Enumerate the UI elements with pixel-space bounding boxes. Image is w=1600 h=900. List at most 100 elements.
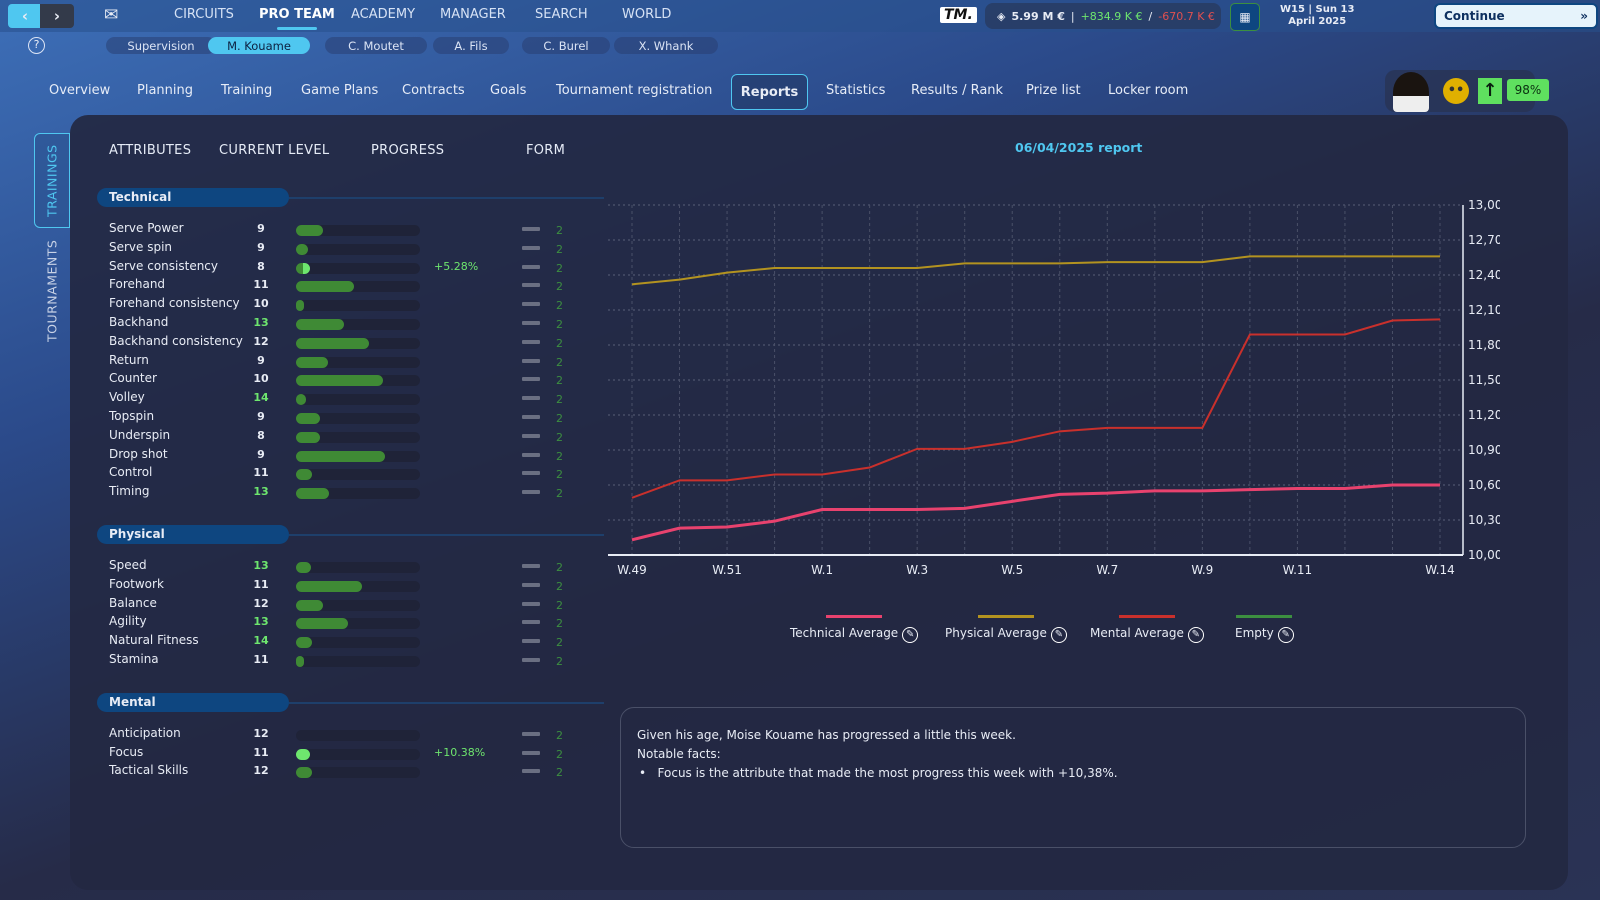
progress-bar	[296, 729, 420, 741]
legend-swatch	[1118, 615, 1175, 618]
edit-pencil-icon[interactable]: ✎	[1187, 627, 1204, 643]
form-value: 2	[556, 224, 563, 237]
tab-reports[interactable]: Reports	[731, 74, 808, 110]
attribute-name: Topspin	[109, 409, 155, 423]
attribute-name: Backhand	[109, 315, 169, 329]
form-value: 2	[556, 766, 563, 780]
section-divider	[289, 197, 604, 199]
attribute-name: Agility	[109, 614, 147, 629]
section-divider	[289, 534, 604, 536]
attribute-row: Forehand consistency 10 2	[109, 296, 569, 314]
legend-swatch	[1236, 615, 1293, 618]
progress-bar-fill	[296, 375, 383, 387]
form-trend-icon	[522, 245, 540, 250]
player-tab[interactable]: M. Kouame	[208, 37, 310, 54]
nav-world[interactable]: WORLD	[622, 7, 672, 22]
attribute-row: Footwork 11 2	[109, 577, 569, 595]
form-trend-icon	[522, 658, 540, 662]
nav-pro-team[interactable]: PRO TEAM	[259, 7, 335, 30]
edit-pencil-icon[interactable]: ✎	[1050, 627, 1067, 643]
tab-tournaments[interactable]: TOURNAMENTS	[44, 239, 60, 343]
series-line-technical-average	[631, 483, 1440, 542]
legend-label-row: Physical Average ✎	[945, 626, 1067, 643]
player-status: •• ↑ 98%	[1385, 70, 1549, 112]
form-trend-icon	[522, 283, 540, 288]
form-trend-icon	[522, 377, 540, 382]
tab-game-plans[interactable]: Game Plans	[301, 83, 379, 98]
nav-manager[interactable]: MANAGER	[440, 7, 506, 22]
progress-bar-fill	[296, 767, 313, 779]
attribute-level: 9	[257, 240, 265, 254]
edit-pencil-icon[interactable]: ✎	[1277, 627, 1294, 643]
mail-icon[interactable]: ✉	[104, 5, 119, 25]
tab-planning[interactable]: Planning	[137, 83, 193, 98]
continue-button[interactable]: Continue»	[1434, 3, 1598, 29]
tab-goals[interactable]: Goals	[490, 83, 527, 98]
x-tick-label: W.51	[712, 563, 742, 577]
attribute-row: Timing 13 2	[109, 484, 569, 502]
legend-item[interactable]: Physical Average ✎	[945, 615, 1067, 643]
form-trend-icon	[522, 490, 540, 495]
player-tab[interactable]: X. Whank	[614, 37, 718, 54]
progress-bar	[296, 656, 420, 667]
progress-bar	[296, 599, 420, 611]
form-trend-icon	[522, 339, 540, 344]
x-tick-label: W.49	[617, 563, 647, 577]
column-attributes: ATTRIBUTES	[109, 143, 192, 158]
attribute-level: 12	[253, 764, 269, 778]
tab-locker-room[interactable]: Locker room	[1108, 83, 1189, 98]
tab-training[interactable]: Training	[221, 83, 273, 98]
tab-statistics[interactable]: Statistics	[826, 83, 886, 98]
attribute-level: 11	[253, 745, 269, 759]
tab-tournament-registration[interactable]: Tournament registration	[556, 83, 713, 98]
tab-trainings[interactable]: TRAININGS	[34, 133, 70, 228]
progress-percent: +10.38%	[434, 745, 486, 759]
attribute-name: Underspin	[109, 427, 171, 442]
form-trend-icon	[522, 769, 540, 774]
player-tab[interactable]: C. Burel	[522, 37, 610, 54]
progress-bar-fill	[296, 450, 386, 462]
progress-bar-fill	[296, 469, 313, 481]
help-icon[interactable]: ?	[28, 37, 45, 54]
form-value: 2	[556, 261, 563, 275]
player-tab[interactable]: A. Fils	[433, 37, 509, 54]
forward-button[interactable]: ›	[40, 4, 74, 28]
attribute-name: Natural Fitness	[109, 633, 199, 648]
attribute-row: Serve consistency 8 +5.28% 2	[109, 259, 569, 277]
progress-bar-fill	[296, 281, 355, 293]
attribute-level: 12	[253, 726, 269, 740]
y-tick-label: 10,30	[1468, 513, 1500, 527]
x-tick-label: W.3	[906, 563, 928, 577]
section-physical: Physical	[97, 525, 289, 544]
attribute-row: Balance 12 2	[109, 596, 569, 614]
section-mental: Mental	[97, 692, 289, 712]
form-value: 2	[556, 430, 563, 444]
tab-overview[interactable]: Overview	[49, 83, 111, 98]
attribute-row: Stamina 11 2	[109, 652, 569, 670]
nav-academy[interactable]: ACADEMY	[351, 7, 416, 22]
player-tab[interactable]: Supervision	[106, 37, 216, 54]
edit-pencil-icon[interactable]: ✎	[902, 627, 919, 643]
y-tick-label: 13,00	[1468, 198, 1500, 212]
nav-search[interactable]: SEARCH	[535, 7, 588, 22]
tab-prize-list[interactable]: Prize list	[1026, 83, 1081, 98]
y-tick-label: 12,10	[1468, 303, 1500, 317]
tab-results-rank[interactable]: Results / Rank	[911, 83, 1004, 98]
back-button[interactable]: ‹	[8, 4, 42, 28]
x-tick-label: W.7	[1096, 563, 1118, 577]
attribute-level: 13	[253, 559, 269, 572]
form-trend-icon	[522, 415, 540, 419]
calendar-icon[interactable]: ▦	[1230, 3, 1260, 31]
attribute-row: Speed 13 2	[109, 558, 569, 576]
player-tab[interactable]: C. Moutet	[325, 37, 427, 54]
section-technical: Technical	[97, 188, 289, 207]
legend-item[interactable]: Empty ✎	[1235, 615, 1294, 643]
tab-contracts[interactable]: Contracts	[402, 83, 465, 98]
legend-swatch	[977, 615, 1034, 618]
nav-circuits[interactable]: CIRCUITS	[174, 7, 234, 22]
progress-bar	[296, 243, 420, 255]
legend-item[interactable]: Mental Average ✎	[1090, 615, 1204, 643]
progress-bar	[296, 394, 420, 406]
legend-item[interactable]: Technical Average ✎	[790, 615, 919, 643]
legend-label-row: Empty ✎	[1235, 626, 1294, 643]
